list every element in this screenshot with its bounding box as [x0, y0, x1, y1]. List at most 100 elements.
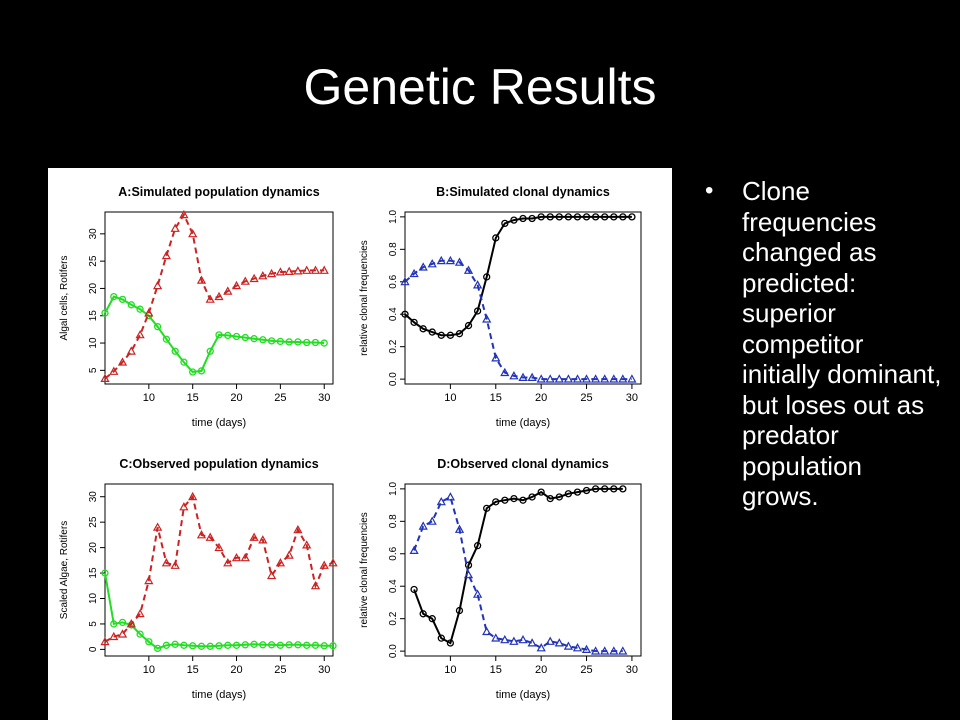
data-point: [319, 560, 329, 569]
data-point: [127, 301, 135, 309]
y-tick-label: 5: [88, 367, 99, 373]
data-point: [492, 498, 500, 506]
chart-title: D:Observed clonal dynamics: [437, 457, 609, 471]
data-point: [144, 575, 154, 585]
figure-panel: A:Simulated population dynamics 10 15 20 25 3…: [48, 168, 672, 720]
data-point: [527, 372, 537, 381]
data-point: [418, 521, 428, 530]
y-tick-label: 15: [88, 567, 99, 579]
y-axis-label: Algal cells, Rotifers: [59, 255, 70, 340]
data-point: [311, 641, 320, 649]
data-point: [573, 213, 582, 221]
data-point: [601, 485, 609, 493]
y-tick-label: 30: [88, 491, 99, 503]
data-point: [109, 366, 119, 375]
series-line: [104, 212, 325, 380]
data-point: [302, 265, 312, 274]
data-point: [564, 490, 573, 498]
data-point: [153, 644, 162, 653]
data-point: [572, 643, 583, 652]
data-point: [581, 644, 592, 653]
data-point: [419, 610, 427, 618]
data-point: [536, 374, 546, 383]
data-point: [518, 372, 528, 381]
data-point: [275, 267, 286, 276]
data-point: [590, 646, 601, 655]
x-tick-label: 25: [580, 392, 592, 404]
data-point: [109, 631, 119, 641]
data-point: [302, 540, 312, 549]
data-point: [501, 496, 509, 504]
data-point: [546, 494, 554, 503]
data-point: [293, 266, 303, 275]
y-tick-label: 10: [88, 592, 99, 604]
data-point: [510, 494, 518, 503]
data-point: [491, 353, 501, 362]
data-point: [628, 213, 636, 221]
data-point: [601, 213, 609, 221]
plot-frame: [104, 483, 334, 657]
data-point: [196, 275, 207, 284]
data-point: [101, 569, 109, 577]
data-point: [206, 347, 214, 355]
data-point: [126, 619, 136, 628]
data-point: [519, 496, 527, 504]
data-point: [445, 255, 456, 265]
data-point: [464, 321, 473, 330]
y-tick-label: 20: [88, 282, 99, 294]
data-point: [232, 332, 241, 341]
data-point: [573, 488, 582, 496]
bullet-item: • Clone frequencies changed as predicted…: [705, 176, 945, 512]
series-line: [404, 215, 632, 337]
data-point: [409, 268, 419, 278]
data-point: [205, 294, 215, 303]
data-point: [170, 560, 180, 569]
data-point: [609, 646, 619, 655]
data-point: [267, 337, 276, 345]
x-tick-label: 20: [230, 664, 242, 676]
y-tick-label: 0.0: [388, 372, 399, 386]
chart-title: C:Observed population dynamics: [119, 457, 318, 471]
chart-b: B:Simulated clonal dynamics 10 15 20 25 30 0.0…: [359, 185, 642, 429]
data-point: [231, 552, 242, 562]
y-tick-label: 0.8: [388, 242, 399, 256]
data-point: [319, 265, 329, 274]
data-point: [545, 636, 555, 645]
data-point: [536, 643, 546, 652]
data-point: [427, 516, 437, 525]
data-point: [136, 630, 144, 638]
x-tick-label: 10: [444, 392, 456, 404]
data-point: [482, 626, 492, 636]
data-point: [590, 374, 601, 383]
y-tick-label: 0.6: [388, 546, 399, 560]
data-point: [136, 305, 144, 313]
data-point: [161, 250, 172, 260]
data-point: [118, 295, 127, 304]
data-point: [144, 308, 154, 317]
x-tick-label: 20: [230, 392, 242, 404]
data-point: [554, 374, 564, 383]
data-point: [118, 618, 127, 627]
data-point: [250, 335, 258, 343]
data-point: [537, 488, 545, 496]
data-point: [275, 558, 286, 567]
data-point: [100, 636, 110, 646]
data-point: [491, 633, 501, 642]
data-point: [135, 330, 145, 339]
data-point: [427, 259, 437, 268]
x-tick-label: 25: [580, 664, 592, 676]
data-point: [400, 276, 410, 286]
data-point: [519, 214, 527, 223]
data-point: [618, 646, 628, 655]
x-tick-label: 25: [274, 392, 286, 404]
data-point: [619, 213, 627, 221]
data-point: [582, 486, 591, 495]
data-point: [437, 634, 445, 642]
data-point: [320, 642, 328, 650]
data-point: [591, 485, 600, 493]
data-point: [249, 532, 259, 541]
data-point: [618, 374, 628, 383]
data-point: [249, 273, 259, 283]
data-point: [223, 286, 233, 295]
data-point: [197, 642, 206, 650]
